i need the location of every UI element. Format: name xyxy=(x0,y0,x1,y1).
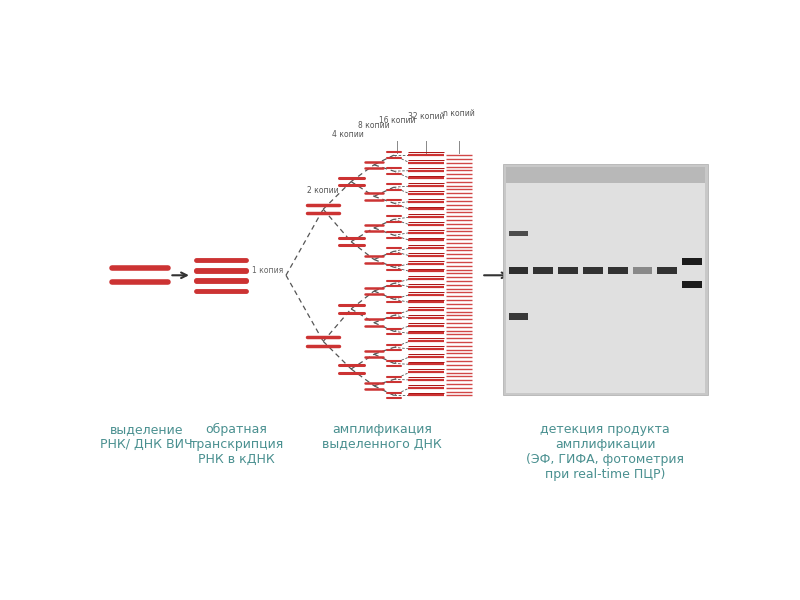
FancyBboxPatch shape xyxy=(503,164,708,395)
Text: амплификация
выделенного ДНК: амплификация выделенного ДНК xyxy=(322,423,442,451)
FancyBboxPatch shape xyxy=(509,313,529,320)
FancyBboxPatch shape xyxy=(534,268,554,274)
FancyBboxPatch shape xyxy=(558,268,578,274)
Text: n копий: n копий xyxy=(443,109,475,118)
FancyBboxPatch shape xyxy=(583,268,603,274)
FancyBboxPatch shape xyxy=(682,258,702,265)
Text: 16 копий: 16 копий xyxy=(378,116,415,125)
FancyBboxPatch shape xyxy=(506,167,705,183)
FancyBboxPatch shape xyxy=(682,281,702,288)
FancyBboxPatch shape xyxy=(633,268,653,274)
Text: 4 копии: 4 копии xyxy=(332,130,364,139)
FancyBboxPatch shape xyxy=(509,232,529,236)
Text: обратная
транскрипция
РНК в кДНК: обратная транскрипция РНК в кДНК xyxy=(190,423,283,466)
Text: 8 копии: 8 копии xyxy=(358,121,390,130)
FancyBboxPatch shape xyxy=(506,167,705,393)
FancyBboxPatch shape xyxy=(509,267,529,274)
Text: детекция продукта
амплификации
(ЭФ, ГИФА, фотометрия
при real-time ПЦР): детекция продукта амплификации (ЭФ, ГИФА… xyxy=(526,423,684,481)
Text: 1 копия: 1 копия xyxy=(252,266,283,275)
FancyBboxPatch shape xyxy=(608,268,628,274)
Text: 32 копий: 32 копий xyxy=(408,112,444,121)
Text: выделение
РНК/ ДНК ВИЧ: выделение РНК/ ДНК ВИЧ xyxy=(100,423,193,451)
Text: 2 копии: 2 копии xyxy=(307,187,339,196)
FancyBboxPatch shape xyxy=(658,268,678,274)
